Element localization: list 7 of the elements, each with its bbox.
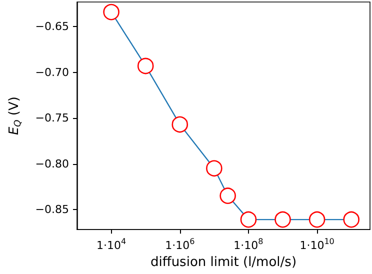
y-tick-label: −0.85	[35, 202, 69, 216]
y-tick-label: −0.65	[35, 20, 69, 34]
y-tick-label: −0.70	[35, 66, 69, 79]
x-axis-title: diffusion limit (l/mol/s)	[150, 255, 297, 270]
y-tick-label: −0.75	[35, 112, 69, 125]
y-axis-title: EQ (V)	[7, 96, 24, 136]
y-tick-label: −0.80	[35, 157, 69, 170]
